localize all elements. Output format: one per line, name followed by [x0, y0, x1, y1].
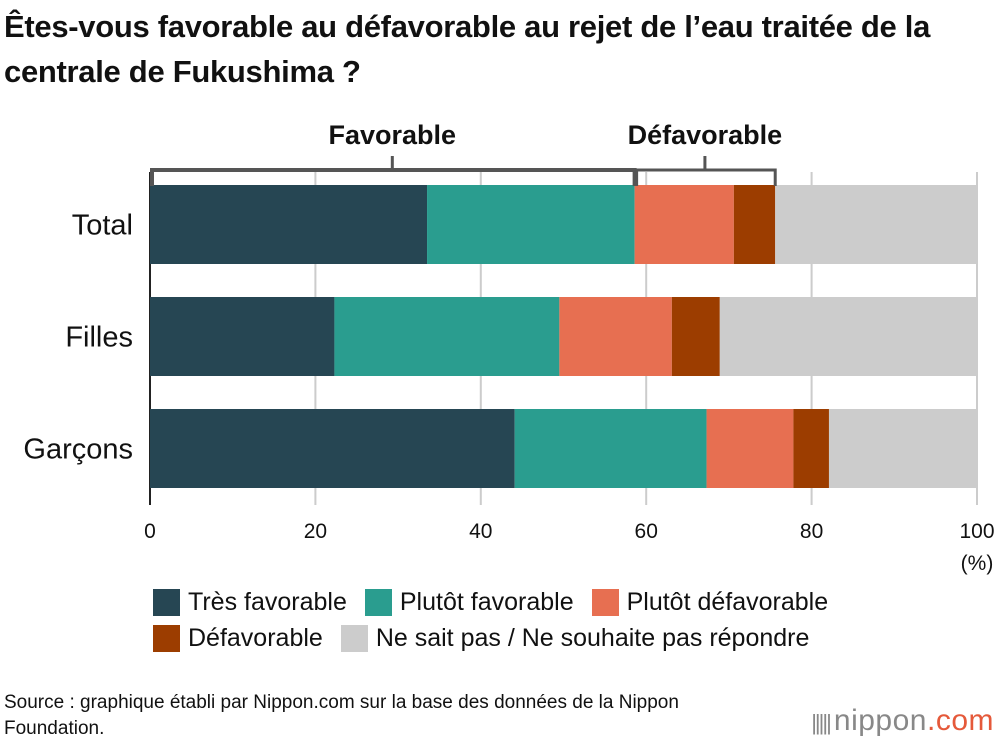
bar-segment — [775, 185, 977, 264]
bar-segment — [733, 185, 776, 264]
x-unit-label: (%) — [961, 552, 994, 575]
chart-title: Êtes-vous favorable au défavorable au re… — [4, 9, 931, 89]
legend-label: Défavorable — [188, 624, 323, 652]
x-tick-label: 100 — [959, 520, 994, 543]
legend-item: Défavorable — [153, 620, 323, 656]
legend-swatch — [364, 588, 392, 616]
bar-segment — [150, 297, 335, 376]
x-tick-label: 20 — [304, 520, 327, 543]
bracket-label: Défavorable — [628, 120, 783, 150]
legend-item: Très favorable — [153, 584, 347, 620]
legend-label: Plutôt défavorable — [626, 588, 829, 616]
bracket — [150, 168, 637, 186]
bar-segment — [334, 297, 560, 376]
bar-segment — [671, 297, 720, 376]
bar-segment — [427, 185, 635, 264]
category-label: Garçons — [23, 434, 133, 466]
legend-swatch — [591, 588, 619, 616]
legend-swatch — [153, 624, 180, 652]
source-note: Source : graphique établi par Nippon.com… — [4, 692, 679, 739]
legend-label: Plutôt favorable — [399, 588, 574, 616]
bar-segment — [793, 409, 829, 488]
bar-segment — [634, 185, 734, 264]
x-tick-label: 0 — [144, 520, 156, 543]
legend-item: Ne sait pas / Ne souhaite pas répondre — [340, 620, 810, 656]
x-tick-label: 80 — [800, 520, 823, 543]
bar-segment — [828, 409, 977, 488]
legend-swatch — [340, 624, 368, 652]
bar-segment — [706, 409, 794, 488]
bracket — [635, 168, 777, 186]
category-label: Total — [72, 210, 133, 242]
bar-segment — [719, 297, 977, 376]
bar-segment — [559, 297, 672, 376]
legend-item: Plutôt défavorable — [591, 584, 829, 620]
legend-label: Ne sait pas / Ne souhaite pas répondre — [375, 624, 810, 652]
bar-segment — [150, 409, 515, 488]
legend-label: Très favorable — [188, 588, 347, 616]
bar-segment — [514, 409, 707, 488]
bracket-label: Favorable — [329, 120, 457, 150]
bar-segment — [150, 185, 428, 264]
category-label: Filles — [65, 322, 133, 354]
nippon-logo: ||||| nippon.com — [811, 704, 994, 737]
x-tick-label: 40 — [469, 520, 492, 543]
x-tick-label: 60 — [635, 520, 658, 543]
legend-item: Plutôt favorable — [364, 584, 574, 620]
legend: Très favorable Plutôt favorable Plutôt déf… — [153, 584, 846, 656]
legend-swatch — [153, 588, 180, 616]
